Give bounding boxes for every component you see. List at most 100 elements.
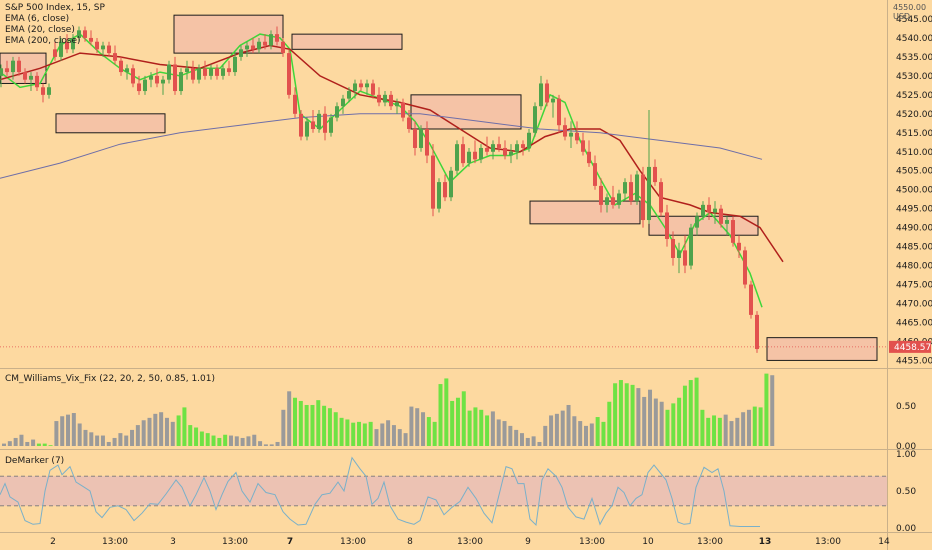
- candle-body: [299, 113, 303, 137]
- candle-body: [389, 94, 393, 107]
- vix-bar: [432, 421, 437, 446]
- vix-bar: [217, 437, 222, 446]
- candle-up: [695, 212, 699, 236]
- price-tick-label: 4495.00: [896, 205, 932, 215]
- time-tick-label: 9: [525, 537, 531, 547]
- currency-code: USD: [893, 12, 911, 21]
- candle-body: [587, 151, 591, 164]
- vix-bar: [578, 421, 583, 446]
- symbol-title[interactable]: S&P 500 Index, 15, SP: [5, 3, 105, 13]
- vix-bar: [560, 410, 565, 446]
- time-tick-label: 7: [287, 537, 293, 547]
- candle-down: [461, 136, 465, 167]
- vix-bar: [42, 443, 47, 446]
- vix-bar: [688, 380, 693, 446]
- vix-bar: [124, 435, 129, 446]
- candle-down: [749, 280, 753, 319]
- vix-bar: [275, 441, 280, 446]
- candle-body: [59, 41, 63, 57]
- candle-down: [425, 121, 429, 164]
- ema200-legend[interactable]: EMA (200, close): [5, 36, 81, 46]
- candle-body: [41, 87, 45, 95]
- candle-body: [401, 102, 405, 118]
- candle-down: [23, 68, 27, 84]
- ema200-line: [0, 113, 763, 179]
- candle-down: [629, 174, 633, 205]
- main-legend: S&P 500 Index, 15, SP EMA (6, close) EMA…: [5, 3, 105, 47]
- vix-bar: [95, 435, 100, 446]
- vix-bar: [223, 434, 228, 446]
- candle-down: [293, 87, 297, 118]
- candle-down: [191, 60, 195, 84]
- candle-body: [269, 34, 273, 46]
- candle-body: [461, 144, 465, 164]
- candle-body: [539, 83, 543, 107]
- ema20-legend[interactable]: EMA (20, close): [5, 25, 75, 35]
- candle-down: [389, 91, 393, 111]
- candle-up: [527, 128, 531, 152]
- vix-bar: [671, 403, 676, 446]
- candle-up: [353, 79, 357, 99]
- candle-body: [347, 91, 351, 99]
- price-tick-label: 4505.00: [896, 167, 932, 177]
- candle-down: [653, 159, 657, 186]
- vix-bar: [682, 385, 687, 446]
- candle-down: [473, 140, 477, 164]
- candle-body: [581, 140, 585, 152]
- candle-up: [647, 110, 651, 224]
- candle-down: [287, 49, 291, 99]
- vix-bar: [316, 400, 321, 446]
- candle-body: [437, 182, 441, 209]
- candle-body: [125, 68, 129, 73]
- vix-bar: [595, 417, 600, 446]
- candle-up: [509, 144, 513, 164]
- vix-bar: [717, 417, 722, 446]
- candle-up: [419, 125, 423, 152]
- candle-body: [83, 30, 87, 38]
- candle-down: [443, 174, 447, 202]
- vix-bar: [263, 444, 268, 446]
- candle-body: [665, 212, 669, 240]
- vix-bar: [345, 419, 350, 446]
- candle-body: [329, 117, 333, 133]
- candle-body: [509, 151, 513, 156]
- candle-body: [161, 79, 165, 84]
- candle-body: [479, 147, 483, 160]
- last-price-label: 4458.57: [894, 343, 931, 353]
- vix-legend[interactable]: CM_Williams_Vix_Fix (22, 20, 2, 50, 0.85…: [5, 374, 216, 384]
- candle-body: [353, 83, 357, 92]
- demarker-band: [0, 476, 887, 506]
- candle-body: [701, 204, 705, 217]
- candle-down: [299, 110, 303, 141]
- vix-bar: [665, 409, 670, 446]
- candle-body: [707, 204, 711, 213]
- vix-bar: [485, 415, 490, 446]
- last-price-tag: [889, 340, 931, 353]
- candle-down: [107, 41, 111, 57]
- candle-body: [647, 166, 651, 221]
- ema6-legend[interactable]: EMA (6, close): [5, 14, 70, 24]
- price-tick-label: 4510.00: [896, 148, 932, 158]
- candle-body: [119, 60, 123, 73]
- candle-body: [575, 132, 579, 141]
- candle-down: [743, 246, 747, 289]
- annotation-box: [291, 33, 403, 50]
- time-tick-label: 13:00: [815, 537, 841, 547]
- vix-bar: [508, 425, 513, 446]
- vix-bar: [444, 378, 449, 446]
- candle-down: [581, 132, 585, 156]
- candle-body: [443, 182, 447, 198]
- candle-body: [593, 163, 597, 186]
- vix-bar: [362, 423, 367, 446]
- candle-up: [11, 56, 15, 80]
- candle-body: [713, 208, 717, 213]
- candle-body: [221, 68, 225, 76]
- vix-bar: [118, 433, 123, 446]
- vix-bar: [607, 401, 612, 446]
- vix-bar: [502, 421, 507, 446]
- candle-body: [317, 113, 321, 129]
- candle-down: [215, 64, 219, 80]
- demarker-legend[interactable]: DeMarker (7): [5, 456, 65, 466]
- vix-bar: [729, 421, 734, 446]
- vix-bar: [135, 425, 140, 446]
